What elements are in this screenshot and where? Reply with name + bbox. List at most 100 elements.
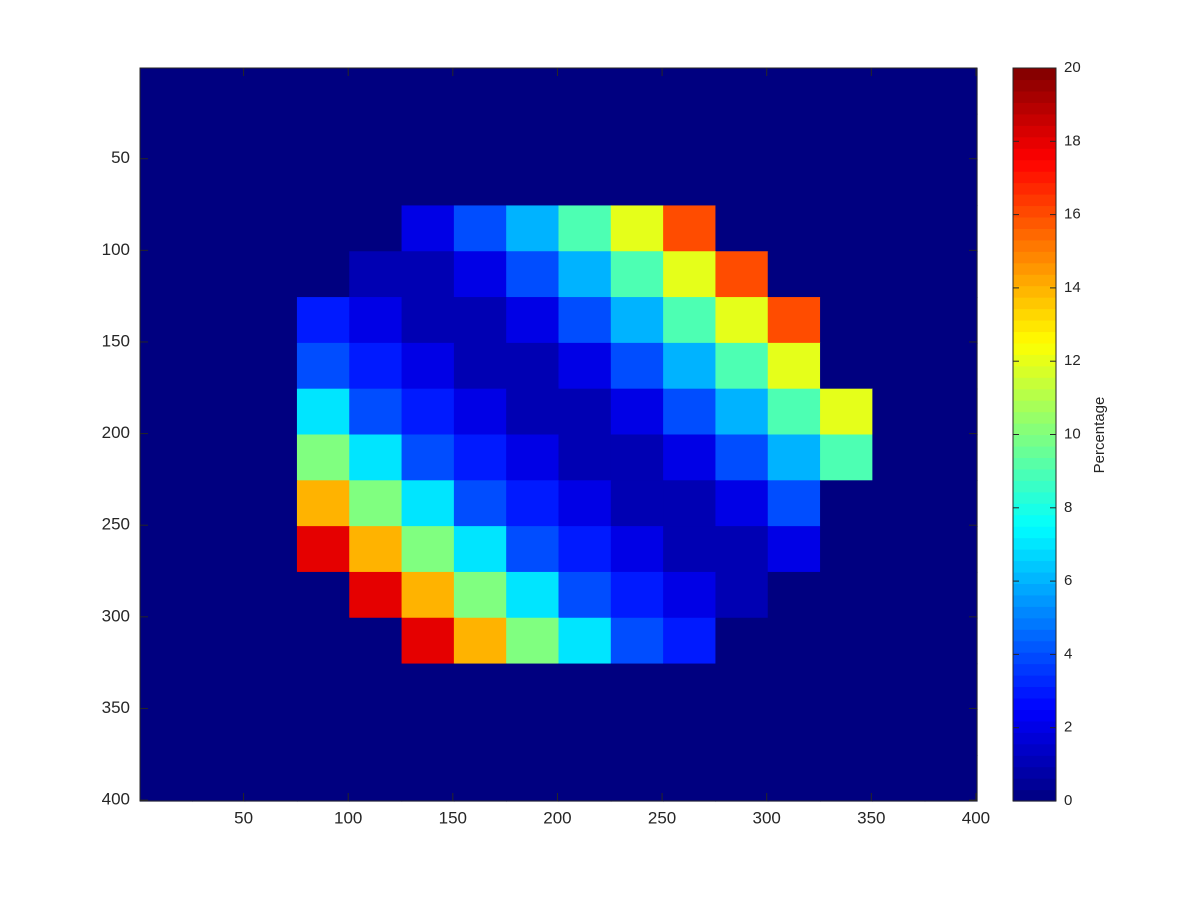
heatmap-cell — [715, 480, 769, 527]
heatmap-cell — [663, 113, 717, 161]
colorbar-segment — [1013, 537, 1056, 550]
heatmap-cell — [192, 526, 246, 573]
heatmap-cell — [558, 434, 612, 481]
colorbar-tick-label: 8 — [1064, 499, 1072, 516]
colorbar-tick-label: 20 — [1064, 59, 1081, 76]
heatmap-cell — [767, 434, 821, 481]
heatmap-cell — [296, 434, 350, 481]
y-tick-label: 200 — [102, 423, 130, 442]
colorbar-segment — [1013, 709, 1056, 722]
heatmap-cell — [296, 297, 350, 344]
colorbar-segment — [1013, 617, 1056, 630]
colorbar-segment — [1013, 675, 1056, 688]
y-tick-label: 150 — [102, 331, 130, 350]
heatmap-cell — [558, 526, 612, 573]
heatmap-cell — [506, 205, 560, 252]
heatmap-cell — [924, 388, 978, 436]
heatmap-cell — [820, 663, 873, 710]
heatmap-cell — [401, 571, 455, 619]
heatmap-cell — [192, 709, 246, 756]
colorbar-label: Percentage — [1091, 397, 1108, 474]
y-tick-label: 250 — [102, 515, 130, 534]
colorbar-tick-label: 0 — [1064, 792, 1072, 809]
heatmap-cell — [872, 480, 926, 527]
heatmap-cell — [192, 617, 246, 665]
heatmap-cell — [506, 617, 560, 665]
heatmap-cell — [715, 68, 769, 115]
heatmap-cell — [872, 617, 926, 665]
colorbar-segment — [1013, 663, 1056, 676]
x-tick-label: 50 — [234, 808, 253, 827]
colorbar-segment — [1013, 251, 1056, 264]
heatmap-cell — [244, 297, 298, 344]
heatmap-cell — [244, 709, 298, 756]
heatmap-cell — [610, 297, 664, 344]
heatmap-cell — [820, 388, 873, 436]
heatmap-cell — [610, 251, 664, 298]
heatmap-cell — [453, 434, 507, 481]
heatmap-cell — [453, 251, 507, 298]
colorbar-segment — [1013, 503, 1056, 516]
heatmap-cell — [820, 297, 873, 344]
heatmap-cell — [924, 434, 978, 481]
heatmap-cell — [820, 755, 873, 802]
heatmap-cell — [820, 526, 873, 573]
colorbar-segment — [1013, 755, 1056, 768]
heatmap-cell — [767, 388, 821, 436]
heatmap — [140, 68, 978, 802]
heatmap-cell — [140, 251, 193, 298]
heatmap-cell — [453, 663, 507, 710]
heatmap-cell — [872, 297, 926, 344]
colorbar-segment — [1013, 148, 1056, 161]
heatmap-cell — [140, 342, 193, 390]
colorbar-segment — [1013, 228, 1056, 241]
heatmap-cell — [872, 205, 926, 252]
colorbar-segment — [1013, 205, 1056, 218]
heatmap-cell — [924, 297, 978, 344]
heatmap-cell — [767, 205, 821, 252]
colorbar-segment — [1013, 514, 1056, 527]
heatmap-cell — [506, 113, 560, 161]
heatmap-cell — [244, 342, 298, 390]
heatmap-cell — [401, 617, 455, 665]
colorbar-tick-label: 2 — [1064, 719, 1072, 736]
heatmap-cell — [663, 571, 717, 619]
heatmap-cell — [558, 297, 612, 344]
heatmap-cell — [296, 709, 350, 756]
colorbar-segment — [1013, 652, 1056, 665]
colorbar-segment — [1013, 136, 1056, 149]
heatmap-cell — [140, 526, 193, 573]
heatmap-cell — [349, 297, 403, 344]
heatmap-cell — [610, 663, 664, 710]
heatmap-cell — [715, 663, 769, 710]
heatmap-cell — [349, 159, 403, 207]
heatmap-cell — [140, 113, 193, 161]
heatmap-cell — [401, 388, 455, 436]
heatmap-cell — [349, 205, 403, 252]
heatmap-cell — [610, 342, 664, 390]
heatmap-cell — [820, 205, 873, 252]
heatmap-cell — [140, 159, 193, 207]
colorbar-segment — [1013, 193, 1056, 207]
heatmap-cell — [715, 755, 769, 802]
colorbar-segment — [1013, 68, 1056, 81]
heatmap-cell — [663, 388, 717, 436]
x-tick-label: 350 — [857, 808, 885, 827]
heatmap-cell — [140, 434, 193, 481]
heatmap-cell — [506, 251, 560, 298]
heatmap-cell — [924, 205, 978, 252]
heatmap-cell — [610, 709, 664, 756]
heatmap-cell — [349, 434, 403, 481]
colorbar-segment — [1013, 262, 1056, 275]
heatmap-cell — [715, 709, 769, 756]
heatmap-cell — [140, 297, 193, 344]
heatmap-cell — [506, 526, 560, 573]
heatmap-cell — [663, 709, 717, 756]
heatmap-cell — [872, 388, 926, 436]
heatmap-cell — [244, 617, 298, 665]
heatmap-cell — [192, 297, 246, 344]
colorbar-segment — [1013, 216, 1056, 229]
heatmap-cell — [820, 342, 873, 390]
colorbar-tick-label: 12 — [1064, 352, 1081, 369]
